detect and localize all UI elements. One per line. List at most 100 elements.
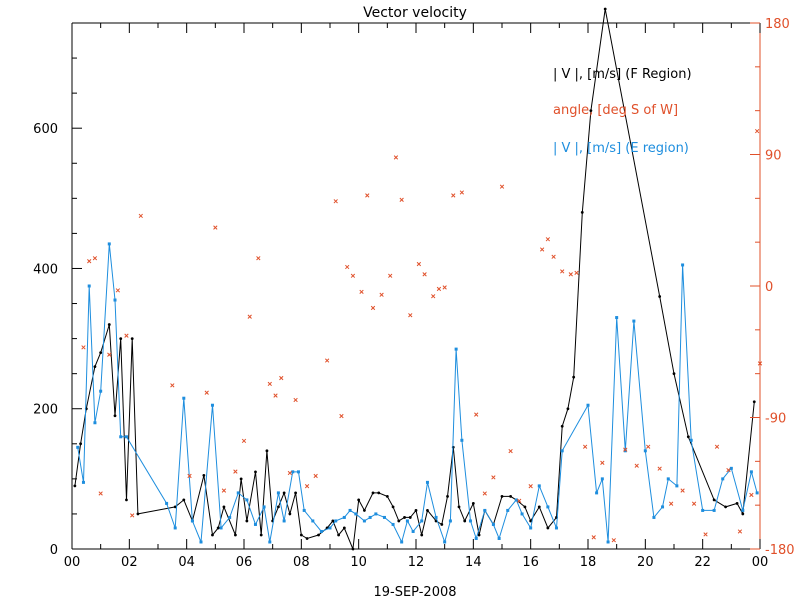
- e-region-point: [182, 396, 186, 400]
- angle-point: [138, 213, 143, 219]
- e-region-point: [342, 515, 346, 519]
- f-region-point: [130, 337, 134, 340]
- y-right-tick-label: -90: [765, 412, 786, 427]
- angle-point: [124, 333, 129, 338]
- f-region-point: [317, 533, 320, 537]
- e-region-point: [282, 519, 286, 523]
- e-region-point: [411, 529, 415, 533]
- x-tick-label: 10: [350, 555, 367, 570]
- e-region-point: [595, 491, 599, 495]
- angle-point: [81, 345, 86, 350]
- e-region-point: [483, 508, 487, 512]
- x-tick-label: 00: [64, 555, 81, 570]
- angle-point: [233, 469, 238, 474]
- f-region-point: [672, 372, 676, 376]
- e-region-point: [600, 477, 604, 481]
- chart-title: Vector velocity: [363, 5, 467, 21]
- f-region-point: [560, 424, 564, 428]
- f-region-point: [420, 533, 424, 537]
- angle-point: [474, 412, 479, 417]
- e-region-point: [302, 508, 306, 512]
- x-tick-label: 06: [236, 555, 253, 570]
- angle-point: [560, 269, 565, 274]
- e-region-point: [497, 536, 501, 540]
- e-region-point: [228, 515, 232, 519]
- legend-entry-f-region: | V |, [m/s] (F Region): [553, 67, 692, 82]
- series-e-region: [76, 242, 759, 544]
- angle-point: [754, 128, 760, 134]
- x-tick-label: 14: [465, 555, 482, 570]
- e-region-point: [199, 540, 203, 544]
- f-region-point: [342, 526, 346, 530]
- f-region-point: [357, 498, 361, 502]
- f-region-point: [580, 210, 584, 214]
- f-region-point: [245, 519, 249, 523]
- angle-point: [737, 529, 743, 534]
- angle-point: [256, 256, 261, 261]
- e-region-point: [236, 491, 240, 495]
- f-region-point: [259, 533, 263, 537]
- angle-point: [359, 289, 364, 294]
- f-region-point: [282, 491, 286, 495]
- f-region-point: [440, 523, 444, 526]
- f-region-point: [173, 505, 177, 509]
- y-right-tick-label: 180: [765, 17, 790, 32]
- f-region-point: [337, 533, 340, 537]
- e-region-point: [460, 438, 464, 442]
- angle-point: [350, 273, 356, 278]
- f-region-point: [99, 351, 103, 355]
- f-region-point: [471, 502, 475, 505]
- e-region-point: [675, 484, 679, 488]
- angle-point: [422, 272, 427, 277]
- angle-point: [324, 358, 330, 363]
- f-region-point: [509, 495, 512, 498]
- e-region-point: [652, 515, 656, 519]
- angle-point: [98, 491, 103, 496]
- angle-point: [539, 247, 545, 252]
- x-tick-label: 00: [752, 555, 769, 570]
- angle-point: [92, 256, 98, 261]
- angle-point: [491, 475, 496, 480]
- e-region-point: [420, 519, 424, 523]
- angle-point: [130, 513, 135, 518]
- e-region-point: [454, 347, 458, 351]
- x-tick-label: 12: [408, 555, 425, 570]
- angle-point: [680, 488, 685, 493]
- f-region-point: [589, 109, 593, 113]
- f-region-point: [457, 505, 461, 509]
- angle-point: [568, 272, 573, 277]
- f-region-point: [211, 533, 214, 537]
- e-region-point: [190, 519, 194, 523]
- e-region-point: [448, 519, 452, 523]
- e-region-point: [348, 508, 352, 512]
- f-region-point: [414, 509, 418, 512]
- e-region-point: [554, 526, 558, 530]
- legend-entry-e-region: | V |, [m/s] (E region): [553, 141, 689, 156]
- e-region-point: [276, 491, 280, 495]
- e-region-point: [382, 515, 386, 519]
- angle-point: [436, 286, 442, 292]
- f-region-point: [202, 473, 206, 477]
- y-right-tick-label: 0: [765, 280, 773, 295]
- e-region-point: [76, 445, 80, 449]
- f-region-point: [463, 519, 467, 523]
- angle-point: [517, 498, 522, 503]
- x-tick-label: 20: [637, 555, 654, 570]
- y-left-tick-label: 600: [33, 122, 58, 137]
- angle-point: [273, 393, 278, 398]
- angle-point: [393, 155, 399, 160]
- angle-point: [333, 199, 338, 204]
- f-region-point: [385, 495, 389, 498]
- y-right-tick-label: 90: [765, 149, 782, 164]
- e-region-point: [93, 421, 97, 425]
- angle-point: [213, 225, 218, 230]
- e-region-point: [468, 519, 472, 523]
- angle-point: [107, 352, 112, 357]
- angle-point: [668, 501, 674, 506]
- f-region-point: [265, 449, 269, 453]
- e-region-point: [425, 480, 429, 484]
- f-region-point: [136, 512, 140, 516]
- f-region-point: [113, 414, 117, 418]
- f-region-point: [73, 484, 77, 488]
- angle-point: [416, 261, 422, 267]
